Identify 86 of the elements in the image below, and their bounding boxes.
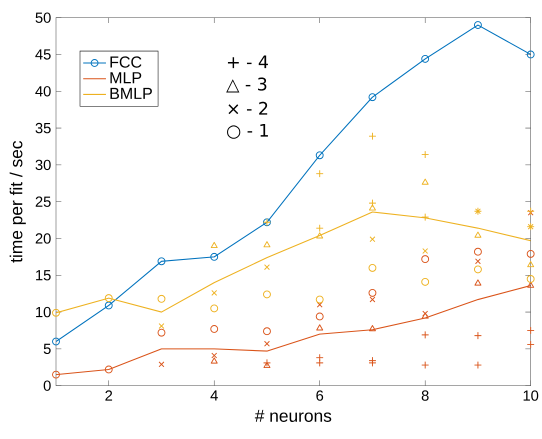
point [368,93,376,102]
point [210,304,218,312]
point [211,290,218,296]
point [368,325,376,332]
point [527,261,534,268]
point [422,178,429,185]
point [316,358,324,367]
x-tick-label: 4 [210,390,218,400]
y-tick-label: 10 [36,306,51,318]
point [526,250,535,258]
point [52,370,60,379]
annotation: △ - 3 [226,78,266,93]
legend-label: BMLP [110,88,152,99]
point [316,296,324,304]
point [421,278,430,286]
annotation: ○ - 1 [227,124,268,139]
legend-label: MLP [110,72,142,84]
point [421,54,430,63]
point [474,248,482,256]
point [370,296,376,302]
x-tick-label: 10 [524,390,538,401]
point [526,207,535,216]
point [370,236,376,242]
x-tick-label: 6 [316,390,324,401]
point [474,265,482,274]
y-tick-label: 20 [36,233,51,244]
point [104,302,113,310]
x-tick-label: 8 [422,390,429,401]
point [316,302,323,308]
point [421,330,430,339]
point [527,282,534,288]
y-tick-label: 0 [44,380,51,391]
point [528,210,534,216]
point [368,199,376,208]
point [316,312,324,320]
y-tick-label: 50 [36,12,51,23]
point [263,362,270,368]
point [526,275,535,283]
point [316,170,324,178]
legend-label: FCC [110,56,142,68]
point [526,50,535,58]
point [422,312,429,319]
point [422,310,428,316]
point [263,290,271,298]
point [368,132,376,140]
point [264,264,270,270]
point [210,252,218,261]
y-tick-label: 30 [36,160,51,170]
point [104,366,113,374]
point [210,325,218,333]
point [158,323,164,329]
y-tick-label: 45 [35,49,51,60]
y-tick-label: 35 [36,122,51,134]
point [474,332,482,340]
point [264,340,270,347]
point [158,257,166,266]
line-series [56,285,531,376]
point [52,338,60,346]
x-axis-title: # neurons [254,410,332,422]
point [474,232,482,238]
point [316,354,324,362]
point [158,294,166,303]
annotation: × - 2 [228,102,268,115]
point [263,241,270,248]
point [263,327,271,336]
point [210,242,218,248]
point [104,294,113,302]
point [474,21,482,29]
point [475,258,481,264]
point [316,151,324,160]
point [316,324,324,330]
y-tick-label: 40 [35,86,51,96]
y-tick-label: 15 [36,270,51,280]
point [368,264,376,272]
y-axis-title: time per fit / sec [10,140,26,263]
y-tick-label: 5 [44,344,51,354]
point [474,279,482,286]
x-tick-label: 2 [105,390,112,401]
annotation: + - 4 [228,56,268,68]
y-tick-label: 25 [36,196,51,207]
point [421,255,430,264]
point [158,361,164,368]
point [158,328,166,337]
point [368,288,376,297]
point [52,308,60,317]
point [422,248,428,254]
